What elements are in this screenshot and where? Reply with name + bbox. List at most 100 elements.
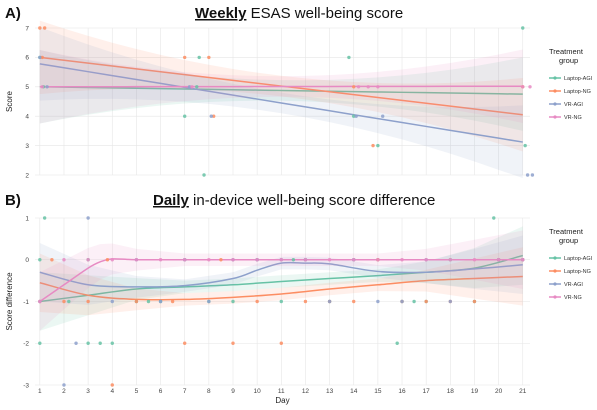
x-tick-label: 9 [231,388,235,395]
data-point-vr-agi [448,299,453,304]
data-point-laptop-ng [219,258,223,262]
data-point-laptop-agi [376,143,380,148]
data-point-laptop-agi [146,299,151,304]
data-point-vr-agi [62,383,66,387]
data-point-vr-agi [38,55,42,60]
x-tick-label: 5 [135,388,139,395]
legend-key-point-vr-ng [553,115,557,119]
data-point-vr-ng [521,258,525,262]
data-point-laptop-agi [86,341,90,345]
y-tick-label: 0 [25,257,29,264]
data-point-laptop-ng [38,26,42,30]
fit-line-vr-agi [39,261,523,288]
x-tick-label: 19 [471,388,479,395]
y-tick-label: 4 [25,114,29,121]
x-tick-label: 17 [423,388,431,395]
data-point-vr-ng [207,258,211,262]
panel-a-title: Weekly ESAS well-being score [195,5,403,22]
panel-b-letter: B) [5,192,21,209]
x-tick-label: 15 [374,388,382,395]
x-tick-label: 18 [447,388,455,395]
data-point-laptop-agi [523,143,527,148]
data-point-laptop-ng [42,26,47,30]
legend-key-point-vr-agi [553,282,557,286]
data-point-vr-ng [356,85,361,89]
data-point-laptop-agi [38,258,42,262]
legend-label-vr-agi: VR-AGI [564,102,583,108]
legend-label-vr-ng: VR-NG [564,295,582,301]
data-point-vr-ng [400,258,404,262]
fit-line-vr-agi [39,63,523,143]
data-point-vr-agi [209,114,213,118]
data-point-laptop-ng [134,299,139,304]
legend-label-vr-ng: VR-NG [564,115,582,121]
y-tick-label: -1 [23,299,29,306]
data-point-vr-ng [528,85,532,89]
data-point-laptop-ng [170,299,175,304]
panel-a-title-rest: ESAS well-being score [246,5,403,22]
data-point-laptop-agi [279,299,283,304]
data-point-vr-ng [158,258,163,262]
x-tick-label: 2 [62,388,66,395]
data-point-vr-ng [472,258,477,262]
legend-key-point-vr-agi [553,102,557,106]
data-point-laptop-ng [303,299,308,304]
data-point-vr-ng [366,85,370,89]
y-tick-label: 7 [25,25,29,32]
legend-label-laptop-ng: Laptop-NG [564,269,591,275]
data-point-laptop-agi [183,114,187,118]
data-point-vr-ng [110,258,114,262]
y-tick-label: 1 [25,215,29,222]
data-point-laptop-ng [110,383,114,387]
data-point-vr-ng [134,258,139,262]
data-point-laptop-agi [67,299,71,304]
x-tick-label: 6 [159,388,163,395]
legend-title-line1: Treatment [549,227,584,236]
data-point-laptop-ng [279,341,283,345]
data-point-laptop-ng [62,299,66,304]
legend-label-laptop-ng: Laptop-NG [564,89,591,95]
panel-a-title-bold: Weekly [195,5,247,22]
data-point-laptop-agi [202,173,206,177]
panel-b-title-bold: Daily [153,192,190,209]
data-point-vr-agi [354,114,358,118]
data-point-vr-agi [525,173,530,177]
data-point-laptop-agi [291,258,296,262]
data-point-vr-ng [86,258,90,262]
legend-label-laptop-agi: Laptop-AGI [564,256,593,262]
data-point-laptop-ng [371,143,375,148]
data-point-laptop-agi [195,85,199,89]
legend-key-point-laptop-ng [553,89,557,93]
y-axis-title: Score [5,91,14,112]
x-tick-label: 14 [350,388,358,395]
data-point-vr-ng [376,258,380,262]
legend-title-line2: group [559,236,578,245]
legend-title-line2: group [559,56,578,65]
data-point-vr-ng [38,299,42,304]
fit-line-vr-ng [39,85,523,88]
y-tick-label: -3 [23,382,29,389]
data-point-vr-agi [86,216,90,220]
data-point-vr-ng [352,258,356,262]
data-point-laptop-ng [50,258,54,262]
data-point-vr-ng [231,258,235,262]
data-point-laptop-agi [197,55,201,60]
data-point-laptop-agi [98,341,102,345]
x-tick-label: 10 [254,388,262,395]
data-point-laptop-ng [105,258,110,262]
data-point-laptop-agi [347,55,351,60]
y-tick-label: 2 [25,172,29,179]
legend-key-point-laptop-ng [553,269,557,273]
data-point-laptop-ng [211,114,216,118]
data-point-vr-ng [424,258,428,262]
data-point-laptop-ng [352,85,356,89]
data-point-laptop-agi [231,299,235,304]
panel-a-plot: 2 3 4 5 6 7 Score [5,20,535,179]
data-point-vr-ng [40,85,44,89]
y-tick-label: 5 [25,84,29,91]
x-tick-label: 11 [278,388,285,395]
legend-key-point-vr-ng [553,295,557,299]
data-point-laptop-agi [521,26,525,30]
